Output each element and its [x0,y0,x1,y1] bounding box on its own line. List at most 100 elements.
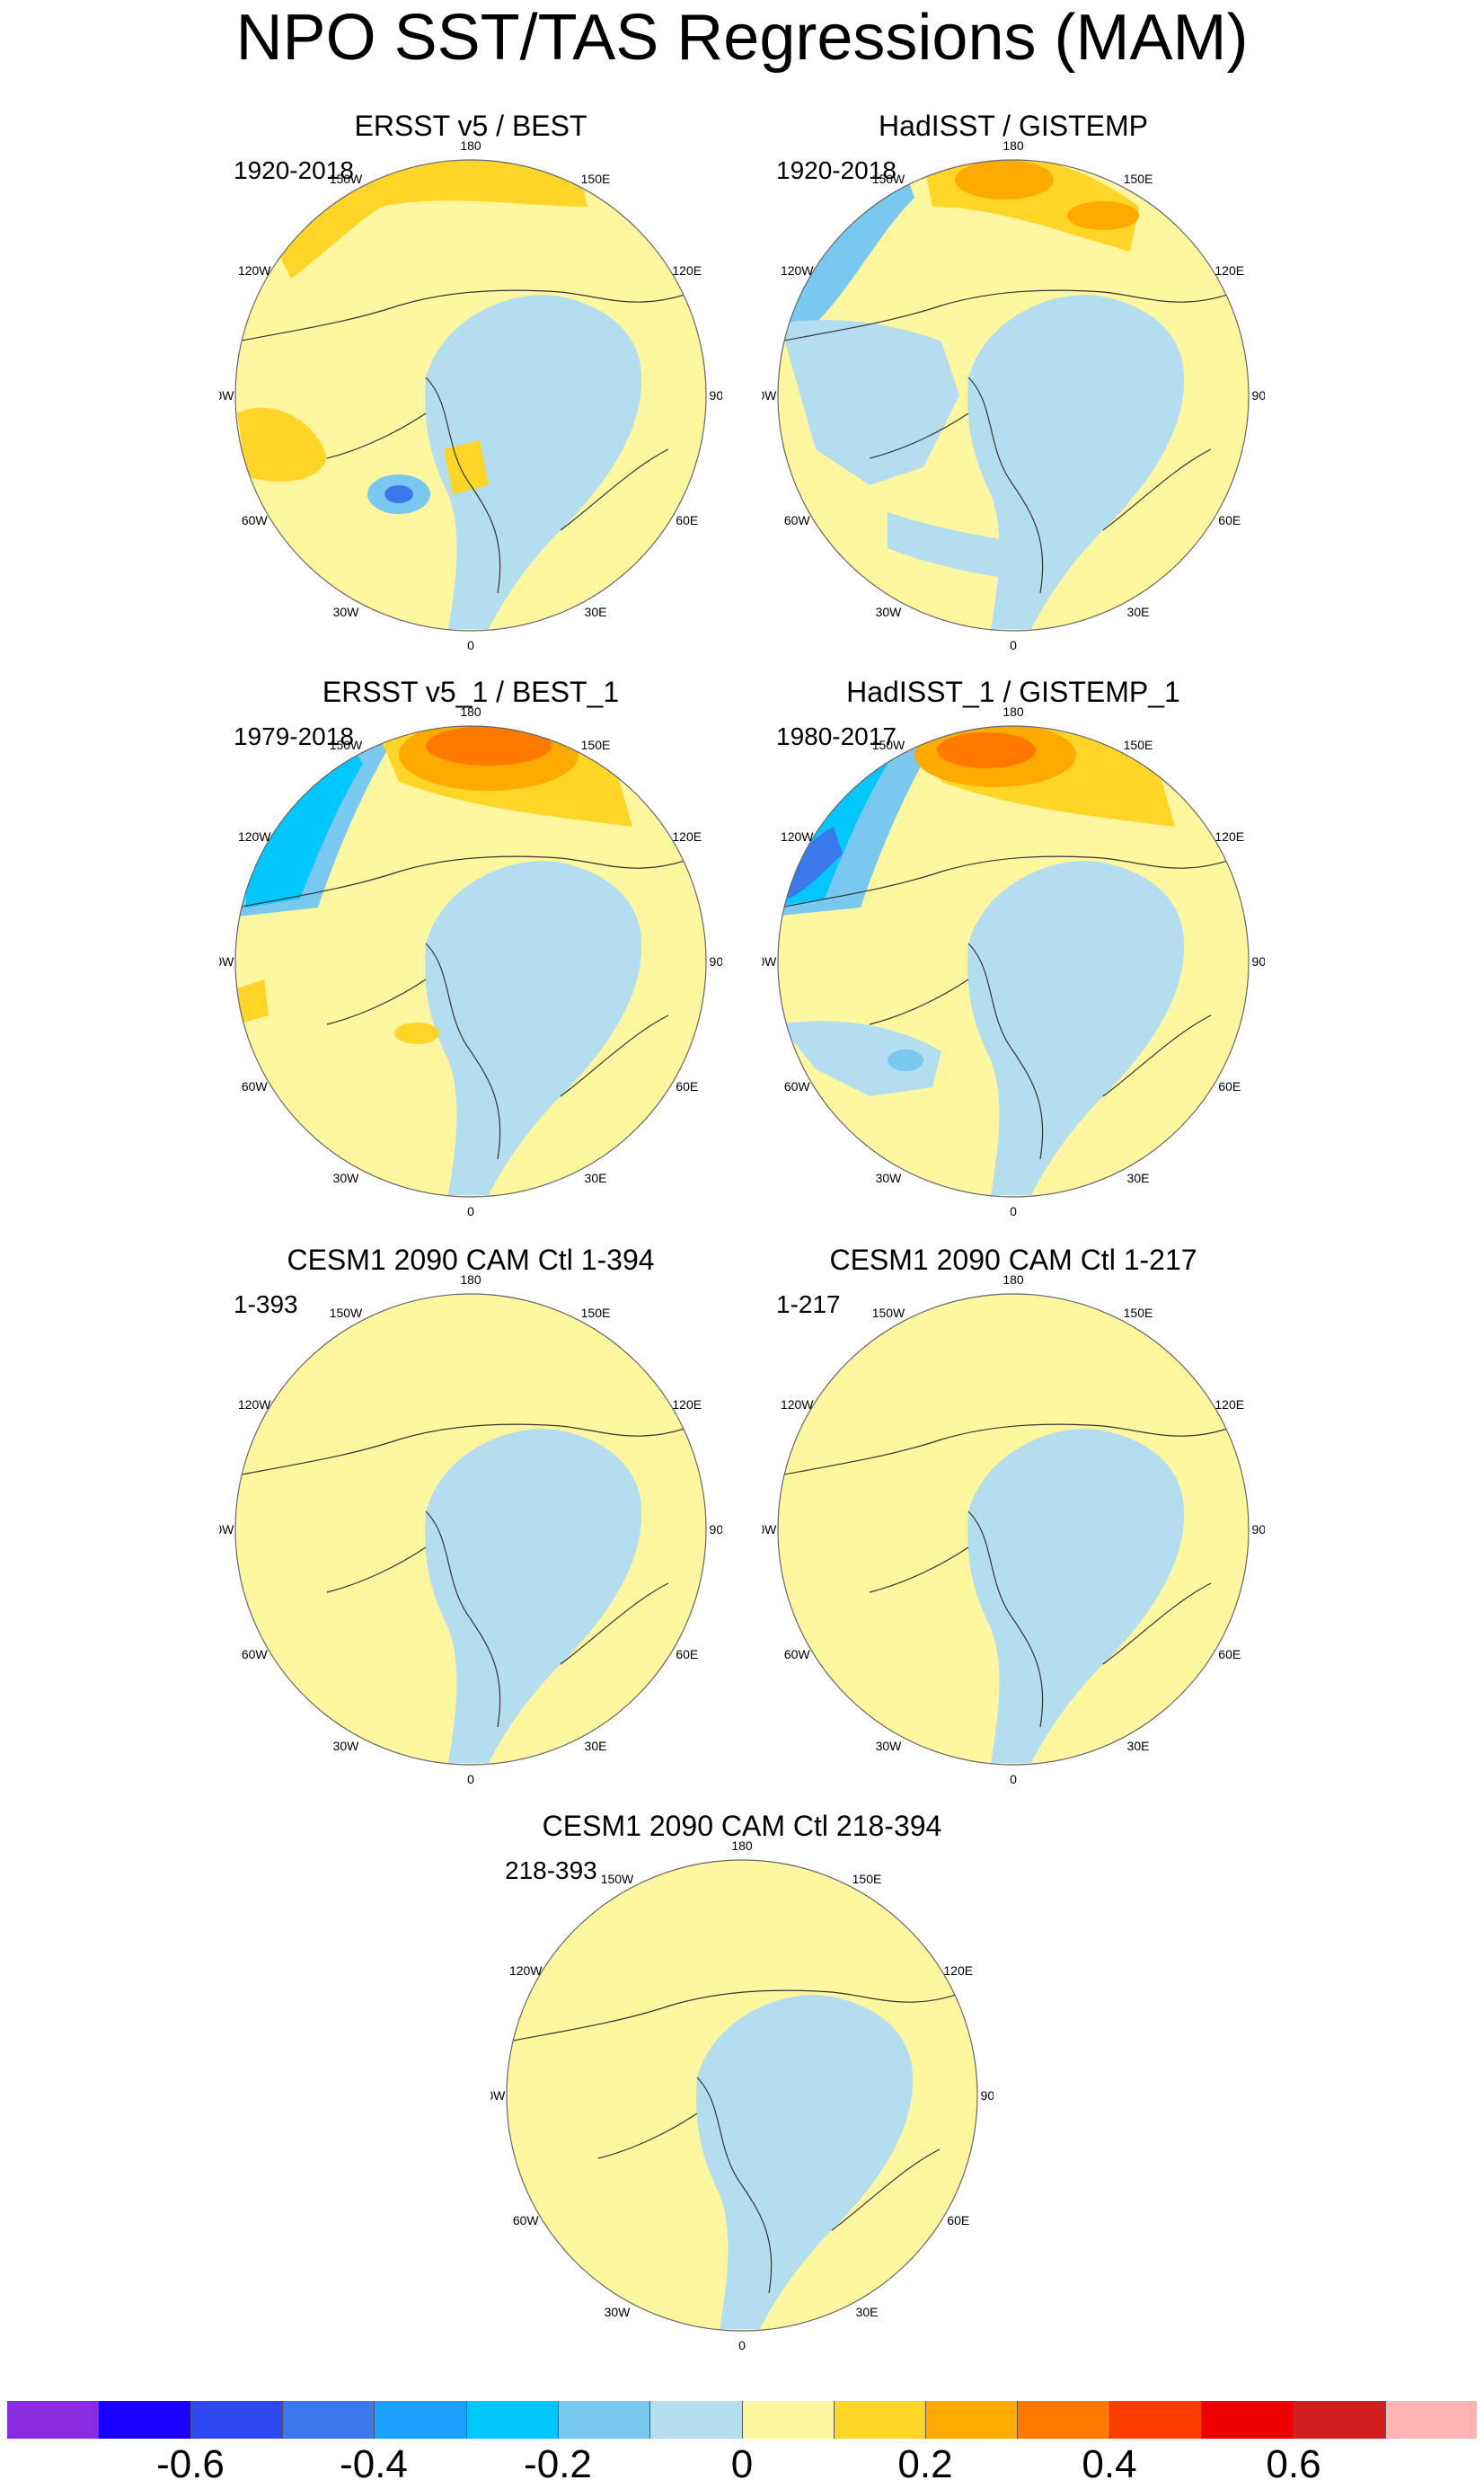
coastline [236,287,705,594]
longitude-label: 30E [585,1739,607,1753]
panel-title: HadISST_1 / GISTEMP_1 [846,676,1180,708]
map-field [778,1294,1249,1765]
coastline [779,853,1248,1160]
longitude-label: 120E [672,1397,702,1412]
longitude-label: 150E [852,1872,882,1886]
longitude-label: 120E [1215,263,1244,278]
colorbar-swatch [834,2401,927,2439]
longitude-label: 120W [781,1397,814,1412]
period-label: 218-393 [505,1856,597,1884]
longitude-label: 180 [460,138,481,153]
longitude-label: 180 [1003,138,1024,153]
longitude-label: 120W [509,1963,543,1978]
map-panel-7: 180 150E 120E 90E 60E 30E 0 30W 60W 90W 120W 150W CE… [490,1808,994,2365]
longitude-label: 0 [467,638,474,652]
arctic-region [425,861,642,1195]
colorbar-swatch [190,2401,283,2439]
colorbar-swatch [1202,2401,1294,2439]
longitude-label: 60E [947,2213,969,2228]
arctic-region [425,1429,642,1763]
longitude-label: 180 [460,1272,481,1287]
polar-map: 180 150E 120E 90E 60E 30E 0 30W 60W 90W 120W 150W [762,138,1265,652]
longitude-label: 0 [1010,1204,1017,1218]
longitude-label: 90E [710,1522,722,1537]
colorbar-swatch [558,2401,651,2439]
longitude-label: 30W [333,1171,360,1185]
longitude-label: 150W [330,172,363,186]
map-panel-4: 180 150E 120E 90E 60E 30E 0 30W 60W 90W 120W 150W Ha… [762,674,1265,1231]
longitude-label: 180 [731,1838,753,1853]
longitude-label: 120E [943,1963,973,1978]
arctic-region [967,1429,1185,1763]
polar-map: 180 150E 120E 90E 60E 30E 0 30W 60W 90W 120W 150W [762,1272,1265,1786]
longitude-label: 150W [330,738,363,752]
colorbar-tick-label: 0.6 [1266,2442,1321,2486]
arctic-region [696,1995,914,2329]
longitude-label: 30E [1127,1171,1150,1185]
colorbar-swatch [375,2401,467,2439]
longitude-label: 60W [513,2213,540,2228]
longitude-label: 90W [219,388,234,403]
period-label: 1-217 [776,1290,841,1318]
colorbar-swatch [650,2401,743,2439]
coastline [508,1987,976,2294]
colorbar-swatch [7,2401,100,2439]
longitude-label: 60W [784,513,811,527]
longitude-label: 120W [238,829,271,844]
longitude-label: 60W [242,513,269,527]
panel-title: ERSST v5 / BEST [354,110,587,142]
colorbar-tick-label: 0.4 [1082,2442,1137,2486]
colorbar-tick-label: 0 [730,2442,754,2486]
map-border [777,725,1250,1198]
colorbar-swatch [99,2401,191,2439]
longitude-label: 120E [1215,829,1244,844]
longitude-label: 150E [1124,738,1153,752]
longitude-label: 30E [856,2305,879,2319]
longitude-label: 0 [1010,1772,1017,1786]
longitude-label: 150W [330,1306,363,1320]
map-field [235,726,706,1197]
colorbar-tick-label: -0.6 [156,2442,225,2486]
longitude-label: 150W [872,738,905,752]
map-field [778,726,1249,1197]
colorbar-tick-label: 0.2 [897,2442,953,2486]
longitude-label: 30E [585,1171,607,1185]
period-label: 1920-2018 [776,156,897,184]
map-border [234,1293,707,1766]
longitude-label: 150E [581,738,611,752]
longitude-label: 180 [1003,704,1024,719]
period-label: 1980-2017 [776,722,897,750]
longitude-label: 90E [710,388,722,403]
polar-map: 180 150E 120E 90E 60E 30E 0 30W 60W 90W 120W 150W [762,704,1265,1218]
period-label: 1979-2018 [234,722,354,750]
period-label: 1-393 [234,1290,298,1318]
map-field [778,160,1249,631]
longitude-label: 90E [1252,388,1265,403]
longitude-label: 30W [876,1739,903,1753]
coastline [236,853,705,1160]
map-panel-6: 180 150E 120E 90E 60E 30E 0 30W 60W 90W 120W 150W CE… [762,1242,1265,1799]
longitude-label: 90W [490,2088,506,2103]
map-border [777,159,1250,632]
colorbar-swatch [1294,2401,1386,2439]
map-field [507,1860,977,2331]
colorbar-swatch [1109,2401,1203,2439]
map-border [234,725,707,1198]
longitude-label: 60E [1218,513,1241,527]
colorbar-labels: -0.6 -0.4 -0.2 0 0.2 0.4 0.6 [0,2442,1484,2487]
longitude-label: 90E [710,954,722,969]
longitude-label: 150E [581,1306,611,1320]
map-border [234,159,707,632]
arctic-region [425,295,642,629]
longitude-label: 60W [242,1079,269,1094]
polar-map: 180 150E 120E 90E 60E 30E 0 30W 60W 90W 120W 150W [490,1838,994,2352]
longitude-label: 120W [238,1397,271,1412]
longitude-label: 90E [1252,1522,1265,1537]
colorbar [7,2401,1477,2439]
map-field [235,160,706,631]
longitude-label: 120W [238,263,271,278]
longitude-label: 120W [781,263,814,278]
longitude-label: 30W [605,2305,632,2319]
longitude-label: 120E [1215,1397,1244,1412]
colorbar-swatch [1018,2401,1110,2439]
